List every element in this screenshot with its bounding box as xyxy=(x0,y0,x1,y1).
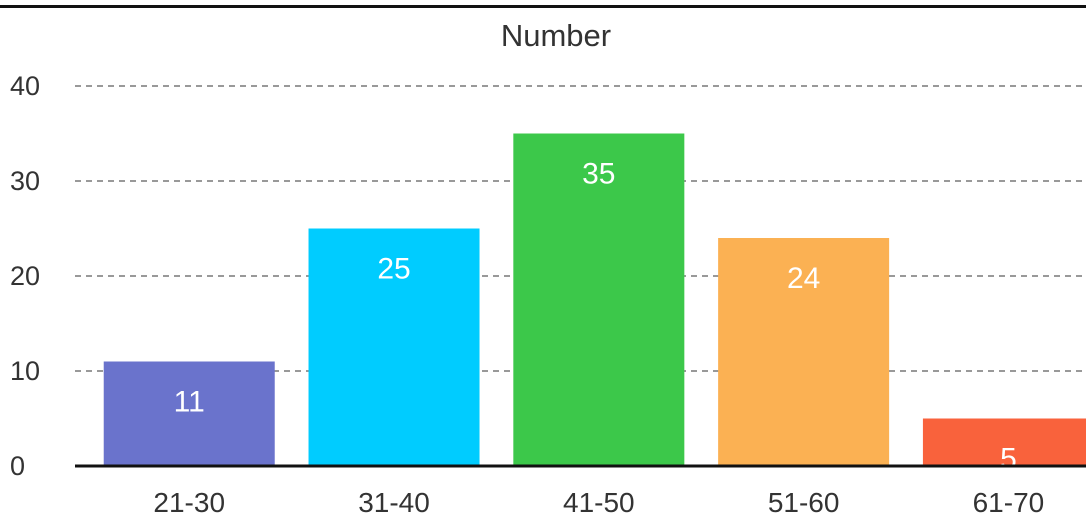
x-axis-ticks: 21-30 31-40 41-50 51-60 61-70 xyxy=(153,487,1044,518)
y-tick-label: 0 xyxy=(10,451,25,481)
x-tick-label: 31-40 xyxy=(358,487,430,518)
bar xyxy=(103,361,275,466)
x-tick-label: 61-70 xyxy=(973,487,1045,518)
bar-value-label: 11 xyxy=(174,386,205,419)
y-tick-label: 30 xyxy=(10,166,40,196)
bar xyxy=(513,133,685,466)
y-tick-label: 40 xyxy=(10,71,40,101)
bar-value-label: 24 xyxy=(787,262,820,295)
bar xyxy=(718,238,890,466)
y-axis-ticks: 0 10 20 30 40 xyxy=(10,71,40,481)
x-tick-label: 21-30 xyxy=(153,487,225,518)
bar xyxy=(308,228,480,466)
bar xyxy=(922,418,1086,466)
chart-title: Number xyxy=(501,18,611,53)
x-tick-label: 51-60 xyxy=(768,487,840,518)
bar-value-label: 25 xyxy=(377,253,410,286)
bars: 11 25 35 24 5 xyxy=(103,133,1086,476)
bar-value-label: 5 xyxy=(1000,443,1017,476)
bar-value-label: 35 xyxy=(582,158,615,191)
top-border-rule xyxy=(0,5,1086,8)
y-tick-label: 20 xyxy=(10,261,40,291)
y-tick-label: 10 xyxy=(10,356,40,386)
x-tick-label: 41-50 xyxy=(563,487,635,518)
